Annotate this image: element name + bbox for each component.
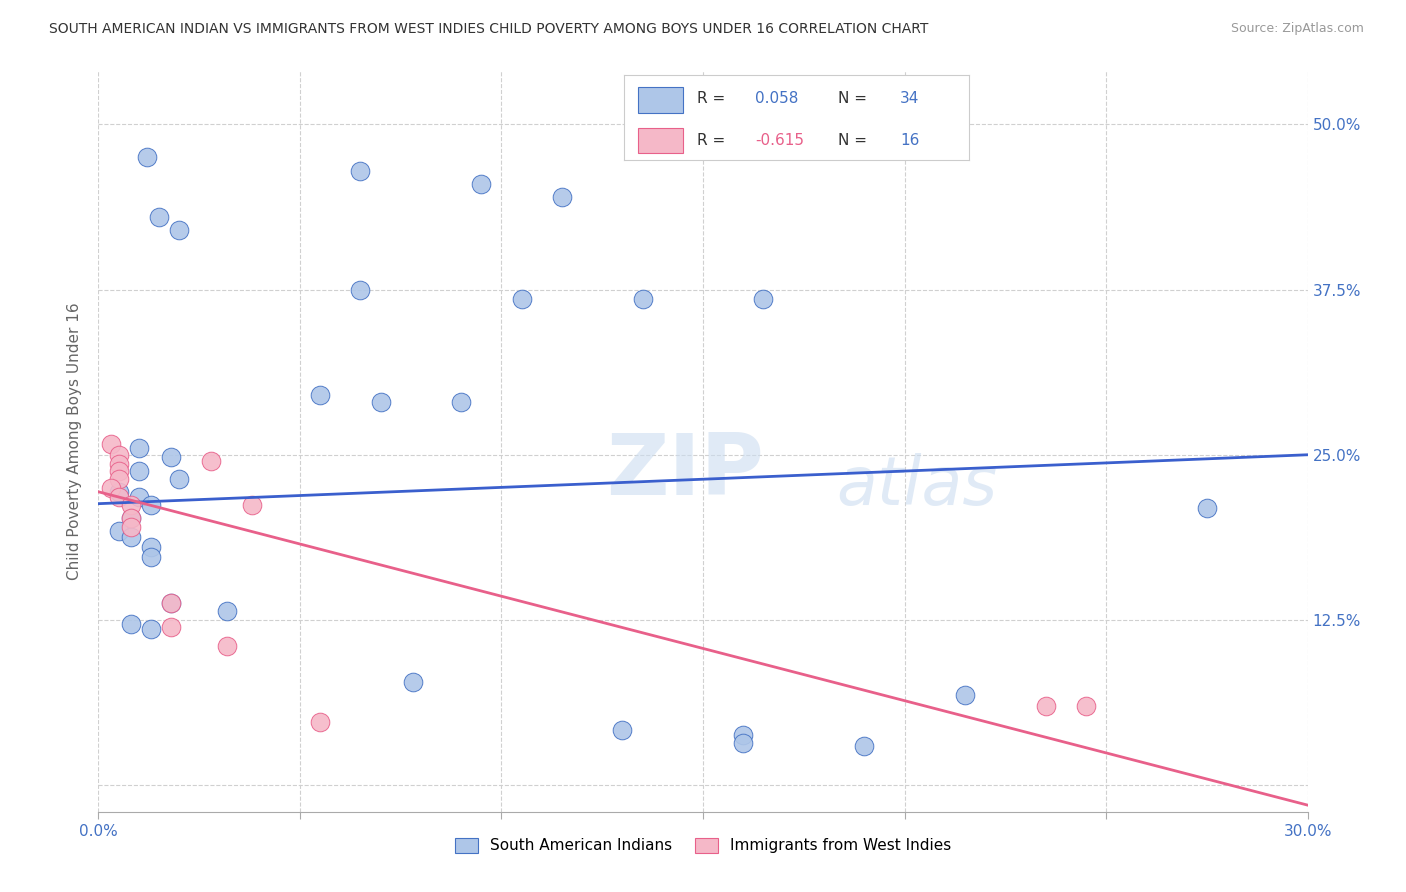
Point [107, 472, 129, 486]
Point [120, 498, 142, 512]
Point [752, 292, 775, 306]
Point [733, 736, 755, 750]
Point [139, 541, 162, 555]
Point [107, 524, 129, 539]
Point [450, 395, 472, 409]
Point [128, 464, 150, 478]
Point [135, 150, 157, 164]
Point [120, 617, 142, 632]
Point [1074, 698, 1097, 713]
Point [100, 481, 122, 495]
Point [349, 283, 371, 297]
Point [240, 498, 263, 512]
Point [853, 739, 876, 753]
Point [160, 596, 183, 610]
Point [128, 490, 150, 504]
Y-axis label: Child Poverty Among Boys Under 16: Child Poverty Among Boys Under 16 [67, 302, 83, 581]
Point [309, 388, 332, 402]
Point [120, 530, 142, 544]
Point [217, 640, 239, 654]
Point [631, 292, 654, 306]
Point [470, 177, 492, 191]
Point [107, 448, 129, 462]
Point [120, 511, 142, 525]
Point [139, 549, 162, 564]
Point [139, 622, 162, 636]
Point [167, 223, 190, 237]
Point [612, 723, 634, 737]
Point [217, 604, 239, 618]
Point [551, 190, 574, 204]
Point [733, 728, 755, 742]
Point [160, 620, 183, 634]
Point [167, 472, 190, 486]
Point [160, 596, 183, 610]
Point [1195, 500, 1218, 515]
Point [148, 210, 170, 224]
Point [128, 441, 150, 455]
Point [953, 689, 976, 703]
Point [510, 292, 533, 306]
Point [349, 163, 371, 178]
Point [370, 395, 392, 409]
Point [107, 484, 129, 499]
Text: SOUTH AMERICAN INDIAN VS IMMIGRANTS FROM WEST INDIES CHILD POVERTY AMONG BOYS UN: SOUTH AMERICAN INDIAN VS IMMIGRANTS FROM… [49, 22, 928, 37]
Point [139, 498, 162, 512]
Point [402, 675, 425, 690]
Legend: South American Indians, Immigrants from West Indies: South American Indians, Immigrants from … [449, 831, 957, 860]
Point [107, 464, 129, 478]
Point [120, 511, 142, 525]
Point [107, 457, 129, 471]
Point [100, 437, 122, 451]
Point [160, 450, 183, 465]
Point [107, 490, 129, 504]
Text: ZIP: ZIP [606, 430, 763, 513]
Text: Source: ZipAtlas.com: Source: ZipAtlas.com [1230, 22, 1364, 36]
Point [309, 714, 332, 729]
Point [200, 454, 222, 468]
Text: atlas: atlas [837, 453, 997, 519]
Point [120, 520, 142, 534]
Point [1035, 698, 1057, 713]
